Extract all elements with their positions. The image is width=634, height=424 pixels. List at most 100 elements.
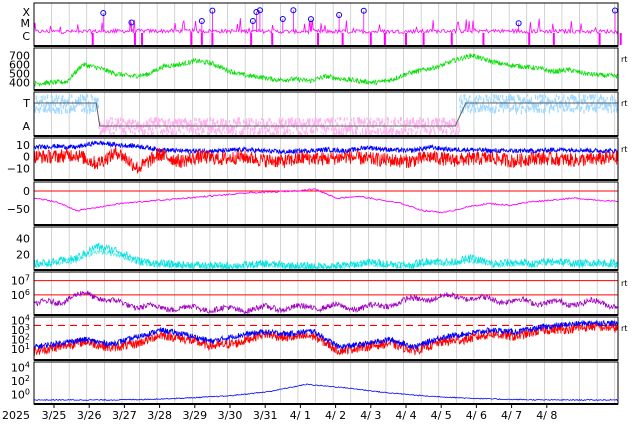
orientation-dot — [477, 108, 480, 113]
orientation-dot — [449, 127, 452, 130]
orientation-dot — [304, 131, 306, 136]
orientation-dot — [383, 125, 385, 131]
orientation-dot — [89, 107, 92, 112]
orientation-dot — [343, 118, 345, 122]
orientation-dot — [532, 102, 534, 106]
orientation-dot — [424, 121, 427, 126]
orientation-dot — [283, 125, 285, 131]
orientation-dot — [293, 122, 296, 128]
orientation-dot — [562, 106, 565, 112]
orientation-dot — [133, 127, 135, 130]
orientation-dot — [115, 127, 117, 132]
orientation-dot — [537, 95, 539, 101]
orientation-dot — [90, 102, 92, 106]
orientation-dot — [424, 123, 426, 128]
orientation-dot — [533, 108, 535, 113]
orientation-dot — [227, 130, 230, 134]
orientation-dot — [51, 95, 53, 100]
orientation-dot — [141, 128, 143, 133]
orientation-dot — [594, 94, 596, 98]
orientation-dot — [205, 122, 208, 125]
orientation-dot — [470, 100, 472, 105]
orientation-dot — [90, 94, 92, 98]
orientation-dot — [343, 117, 346, 121]
orientation-dot — [583, 98, 585, 103]
orientation-dot — [98, 125, 100, 130]
orientation-dot — [540, 109, 543, 113]
orientation-dot — [337, 123, 339, 127]
orientation-dot — [116, 119, 118, 124]
orientation-dot — [614, 103, 616, 108]
x-tick-label: 4/ 4 — [395, 409, 416, 422]
orientation-dot — [129, 129, 132, 134]
orientation-dot — [291, 117, 293, 121]
orientation-dot — [308, 122, 311, 127]
orientation-dot — [119, 124, 121, 130]
orientation-dot — [490, 98, 492, 103]
orientation-dot — [173, 125, 175, 128]
orientation-dot — [147, 121, 149, 126]
orientation-dot — [315, 124, 318, 130]
orientation-dot — [176, 119, 178, 125]
orientation-dot — [602, 97, 605, 101]
orientation-dot — [524, 108, 526, 112]
orientation-dot — [517, 107, 519, 111]
orientation-dot — [419, 117, 421, 121]
orientation-dot — [308, 121, 310, 127]
orientation-dot — [241, 132, 243, 137]
orientation-dot — [338, 127, 340, 132]
orientation-dot — [197, 126, 199, 130]
x-tick-label: 3/29 — [182, 409, 207, 422]
orientation-dot — [473, 106, 475, 111]
orientation-dot — [291, 120, 293, 123]
orientation-dot — [405, 128, 407, 133]
orientation-dot — [369, 120, 371, 126]
orientation-dot — [268, 127, 271, 132]
orientation-dot — [190, 125, 192, 130]
orientation-dot — [377, 132, 379, 136]
orientation-dot — [436, 120, 439, 125]
orientation-dot — [36, 101, 39, 104]
orientation-dot — [118, 121, 120, 125]
orientation-dot — [242, 119, 245, 124]
orientation-dot — [179, 121, 181, 126]
orientation-dot — [536, 109, 538, 113]
orientation-dot — [292, 123, 294, 127]
orientation-dot — [321, 126, 323, 130]
orientation-dot — [392, 129, 394, 133]
orientation-dot — [301, 121, 303, 126]
orientation-dot — [567, 97, 570, 100]
orientation-dot — [467, 104, 470, 109]
orientation-dot — [594, 103, 596, 109]
orientation-dot — [271, 132, 273, 137]
orientation-dot — [44, 107, 46, 113]
orientation-dot — [538, 108, 540, 113]
orientation-dot — [477, 98, 479, 103]
orientation-dot — [550, 99, 552, 105]
orientation-dot — [202, 122, 204, 125]
orientation-dot — [284, 131, 286, 136]
orientation-dot — [124, 127, 126, 133]
orientation-dot — [459, 104, 461, 109]
orientation-dot — [248, 117, 250, 122]
orientation-dot — [475, 95, 477, 100]
orientation-dot — [292, 131, 294, 135]
orientation-dot — [454, 132, 456, 137]
orientation-dot — [598, 100, 600, 104]
orientation-dot — [510, 96, 512, 101]
orientation-dot — [224, 131, 226, 134]
orientation-dot — [57, 107, 59, 112]
orientation-dot — [409, 119, 412, 124]
orientation-dot — [87, 102, 89, 105]
x-tick-label: 3/31 — [253, 409, 278, 422]
orientation-dot — [55, 94, 57, 100]
orientation-dot — [344, 126, 346, 129]
orientation-dot — [591, 94, 593, 99]
orientation-dot — [257, 131, 259, 134]
orientation-dot — [36, 106, 38, 109]
electron-tick-label: 107 — [11, 274, 30, 288]
orientation-dot — [547, 96, 549, 100]
orientation-dot — [302, 118, 304, 122]
orientation-dot — [506, 101, 508, 107]
orientation-dot — [238, 120, 240, 125]
